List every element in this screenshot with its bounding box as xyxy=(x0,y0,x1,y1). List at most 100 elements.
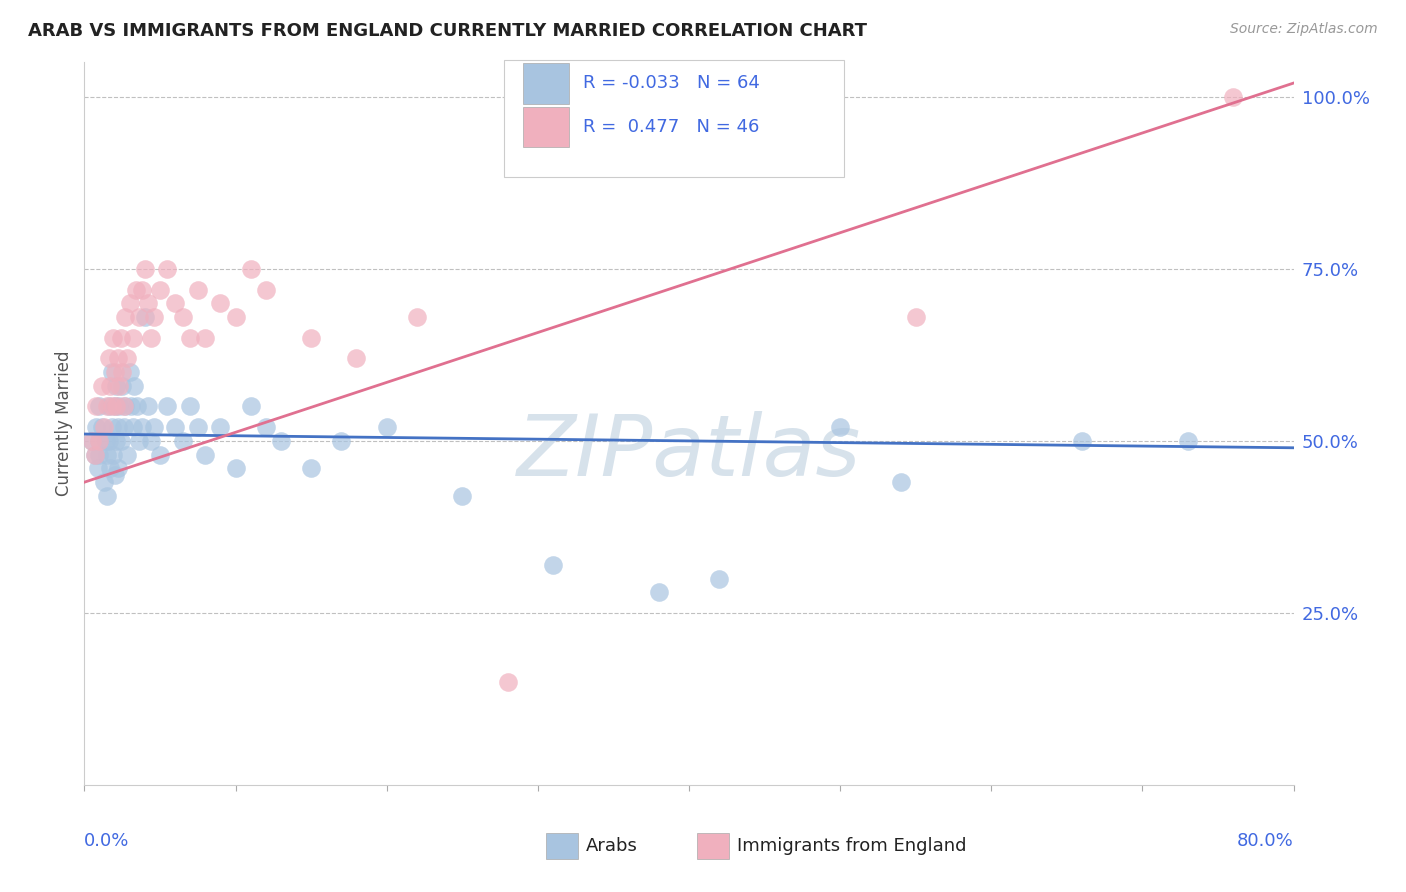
Point xyxy=(254,420,277,434)
Point xyxy=(80,434,103,448)
Point xyxy=(1177,434,1199,448)
Point xyxy=(299,461,322,475)
Point xyxy=(496,674,519,689)
Point xyxy=(187,420,209,434)
Point xyxy=(105,400,128,414)
FancyBboxPatch shape xyxy=(503,61,844,177)
Point xyxy=(105,379,128,393)
FancyBboxPatch shape xyxy=(523,63,569,103)
Point xyxy=(128,434,150,448)
Point xyxy=(541,558,564,572)
Point xyxy=(100,400,122,414)
Point xyxy=(127,400,149,414)
Point xyxy=(121,420,143,434)
Point xyxy=(890,475,912,490)
Point xyxy=(131,420,153,434)
Point xyxy=(156,261,179,276)
Text: R =  0.477   N = 46: R = 0.477 N = 46 xyxy=(582,118,759,136)
Point xyxy=(156,400,179,414)
Point xyxy=(98,379,121,393)
Point xyxy=(105,434,128,448)
Text: R = -0.033   N = 64: R = -0.033 N = 64 xyxy=(582,74,759,93)
Point xyxy=(149,283,172,297)
Point xyxy=(108,379,131,393)
Point xyxy=(114,400,136,414)
Point xyxy=(136,296,159,310)
Point xyxy=(84,448,107,462)
Point xyxy=(142,420,165,434)
Point xyxy=(96,489,118,503)
Point xyxy=(139,434,162,448)
Point xyxy=(330,434,353,448)
Text: ZIPatlas: ZIPatlas xyxy=(517,411,860,494)
Point xyxy=(101,331,124,345)
Point xyxy=(80,434,103,448)
Point xyxy=(128,310,150,324)
Point xyxy=(93,420,115,434)
Point xyxy=(108,400,131,414)
Point xyxy=(149,448,172,462)
Point xyxy=(104,365,127,379)
Point xyxy=(709,572,731,586)
Point xyxy=(121,331,143,345)
Point xyxy=(136,400,159,414)
Point xyxy=(84,448,107,462)
Point xyxy=(172,310,194,324)
FancyBboxPatch shape xyxy=(547,833,578,859)
Point xyxy=(111,379,134,393)
Point xyxy=(112,400,135,414)
Point xyxy=(87,461,110,475)
Point xyxy=(194,448,217,462)
Point xyxy=(89,434,111,448)
Point xyxy=(451,489,474,503)
Point xyxy=(89,434,111,448)
Text: 80.0%: 80.0% xyxy=(1237,832,1294,850)
Point xyxy=(134,310,156,324)
Point xyxy=(165,420,187,434)
Point xyxy=(118,365,141,379)
Point xyxy=(107,351,129,366)
Point xyxy=(107,461,129,475)
Point xyxy=(89,448,111,462)
FancyBboxPatch shape xyxy=(523,106,569,147)
Point xyxy=(97,400,120,414)
Point xyxy=(131,283,153,297)
Point xyxy=(98,461,121,475)
Point xyxy=(91,379,114,393)
Point xyxy=(120,400,142,414)
Point xyxy=(179,400,201,414)
Point xyxy=(104,468,127,483)
Point xyxy=(111,365,134,379)
Point xyxy=(406,310,429,324)
Point xyxy=(346,351,368,366)
Point xyxy=(187,283,209,297)
Y-axis label: Currently Married: Currently Married xyxy=(55,351,73,497)
Point xyxy=(97,434,120,448)
Point xyxy=(179,331,201,345)
Point xyxy=(94,434,117,448)
Point xyxy=(107,420,129,434)
Point xyxy=(134,261,156,276)
Point xyxy=(93,475,115,490)
Point xyxy=(1222,90,1244,104)
Point xyxy=(904,310,927,324)
Point xyxy=(299,331,322,345)
Point xyxy=(125,283,148,297)
Point xyxy=(110,434,132,448)
Point xyxy=(104,400,127,414)
Point xyxy=(239,261,262,276)
Point xyxy=(1071,434,1094,448)
Point xyxy=(112,420,135,434)
Point xyxy=(86,400,108,414)
Point xyxy=(89,400,111,414)
Point xyxy=(97,351,120,366)
Point xyxy=(375,420,398,434)
Point xyxy=(96,400,118,414)
Point xyxy=(648,585,671,599)
Point xyxy=(100,420,122,434)
Point xyxy=(239,400,262,414)
Text: Source: ZipAtlas.com: Source: ZipAtlas.com xyxy=(1230,22,1378,37)
Point xyxy=(100,365,122,379)
Point xyxy=(209,296,232,310)
Point xyxy=(118,296,141,310)
